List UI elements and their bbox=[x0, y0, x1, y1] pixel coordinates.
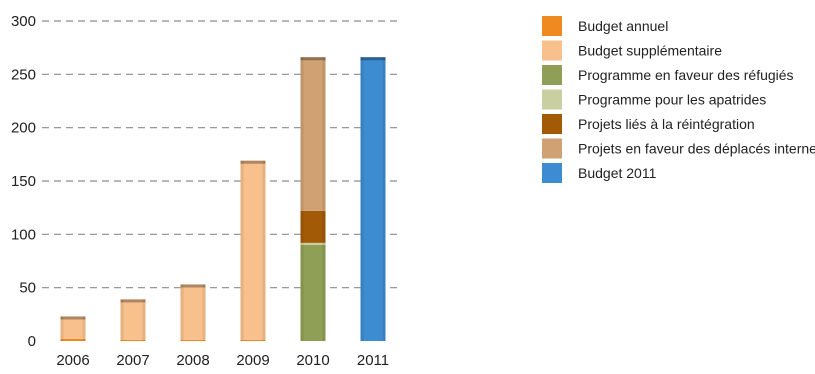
legend-item-1: Budget supplémentaire bbox=[542, 40, 722, 61]
bar-shade-right-2009 bbox=[262, 160, 266, 341]
y-tick-label-100: 100 bbox=[11, 226, 36, 243]
legend-item-3: Programme pour les apatrides bbox=[542, 89, 766, 110]
bar-2009-series-0 bbox=[240, 339, 266, 341]
legend: Budget annuel Budget supplémentaire Progra… bbox=[542, 16, 815, 183]
legend-item-5: Projets en faveur des déplacés internes bbox=[542, 138, 815, 159]
bar-group-2007 bbox=[120, 299, 146, 341]
bar-2010-series-2 bbox=[300, 245, 326, 341]
bar-2008-series-0 bbox=[180, 339, 206, 341]
bar-group-2008 bbox=[180, 284, 206, 341]
y-tick-label-250: 250 bbox=[11, 66, 36, 83]
legend-item-0: Budget annuel bbox=[542, 16, 668, 36]
bar-shade-right-2007 bbox=[142, 299, 146, 341]
legend-label-6: Budget 2011 bbox=[578, 165, 657, 181]
bar-2006-series-1 bbox=[60, 316, 86, 339]
legend-swatch-6 bbox=[542, 163, 562, 183]
x-tick-label-2006: 2006 bbox=[56, 352, 89, 369]
bar-cap-2008 bbox=[180, 284, 206, 288]
x-tick-label-2009: 2009 bbox=[236, 352, 269, 369]
y-tick-label-50: 50 bbox=[19, 280, 36, 297]
y-axis-ticks: 0 50 100 150 200 250 300 bbox=[11, 13, 36, 350]
x-tick-label-2011: 2011 bbox=[357, 352, 389, 369]
y-tick-label-300: 300 bbox=[11, 13, 36, 30]
bar-2010-series-4 bbox=[300, 210, 326, 243]
bar-2008-series-1 bbox=[180, 284, 206, 340]
x-tick-label-2010: 2010 bbox=[296, 352, 329, 369]
bar-2010-series-5 bbox=[300, 57, 326, 211]
bar-shade-left-2006 bbox=[60, 316, 64, 341]
bar-cap-2011 bbox=[360, 57, 386, 61]
bar-shade-left-2011 bbox=[360, 57, 364, 342]
bar-cap-2006 bbox=[60, 316, 86, 320]
bar-group-2010 bbox=[300, 57, 326, 342]
bar-shade-left-2008 bbox=[180, 284, 184, 341]
bar-2007-series-0 bbox=[120, 339, 146, 341]
bar-shade-right-2008 bbox=[202, 284, 206, 341]
x-tick-label-2008: 2008 bbox=[176, 352, 209, 369]
legend-label-1: Budget supplémentaire bbox=[578, 43, 722, 59]
bar-2011-series-6 bbox=[360, 57, 386, 342]
bar-2006-series-0 bbox=[60, 338, 86, 341]
legend-label-5: Projets en faveur des déplacés internes bbox=[578, 141, 815, 157]
bar-group-2006 bbox=[60, 316, 86, 341]
legend-item-6: Budget 2011 bbox=[542, 163, 657, 183]
y-tick-label-150: 150 bbox=[11, 173, 36, 190]
legend-item-4: Projets liés à la réintégration bbox=[542, 114, 755, 134]
legend-label-4: Projets liés à la réintégration bbox=[578, 116, 755, 132]
bar-group-2011 bbox=[360, 57, 386, 342]
legend-label-0: Budget annuel bbox=[578, 18, 668, 34]
bar-cap-2010 bbox=[300, 57, 326, 61]
x-tick-label-2007: 2007 bbox=[116, 352, 149, 369]
bar-cap-2007 bbox=[120, 299, 146, 303]
bar-2007-series-1 bbox=[120, 299, 146, 340]
bars-layer bbox=[60, 57, 386, 342]
bar-shade-left-2007 bbox=[120, 299, 124, 341]
legend-swatch-5 bbox=[542, 138, 562, 159]
grid-layer bbox=[42, 20, 402, 289]
legend-swatch-2 bbox=[542, 65, 562, 85]
bar-shade-left-2010 bbox=[300, 57, 304, 342]
x-axis-ticks: 2006 2007 2008 2009 2010 2011 bbox=[56, 352, 389, 369]
bar-shade-left-2009 bbox=[240, 160, 244, 341]
legend-swatch-4 bbox=[542, 114, 562, 134]
legend-swatch-1 bbox=[542, 40, 562, 61]
y-tick-label-200: 200 bbox=[11, 120, 36, 137]
bar-group-2009 bbox=[240, 160, 266, 341]
bar-shade-right-2011 bbox=[382, 57, 386, 342]
bar-shade-right-2010 bbox=[322, 57, 326, 342]
bar-shade-right-2006 bbox=[82, 316, 86, 341]
bar-2010-series-3 bbox=[300, 242, 326, 245]
legend-item-2: Programme en faveur des réfugiés bbox=[542, 65, 794, 85]
bar-2009-series-1 bbox=[240, 160, 266, 340]
legend-swatch-3 bbox=[542, 89, 562, 110]
legend-swatch-0 bbox=[542, 16, 562, 36]
legend-label-2: Programme en faveur des réfugiés bbox=[578, 67, 794, 83]
bar-cap-2009 bbox=[240, 160, 266, 164]
legend-label-3: Programme pour les apatrides bbox=[578, 92, 766, 108]
y-tick-label-0: 0 bbox=[28, 333, 36, 350]
